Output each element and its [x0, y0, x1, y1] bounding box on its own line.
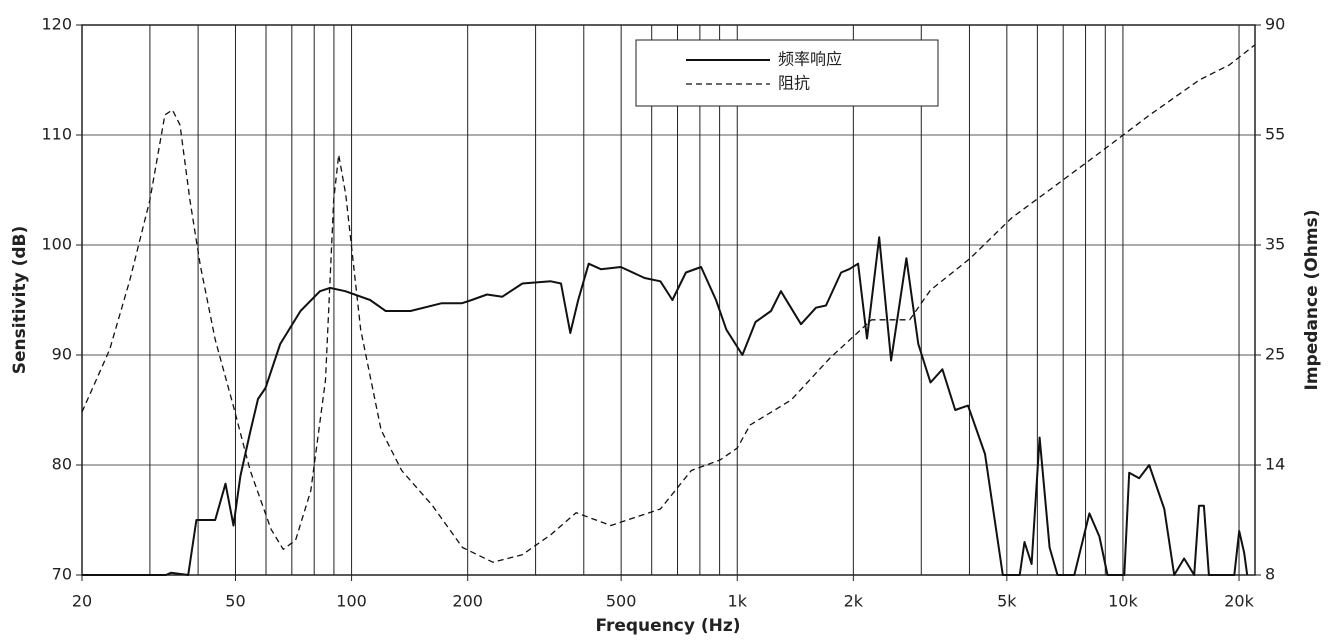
- y-tick-label: 120: [41, 15, 72, 34]
- legend-label: 频率响应: [778, 50, 842, 69]
- x-tick-label: 2k: [844, 592, 864, 611]
- y2-tick-label: 25: [1265, 345, 1285, 364]
- x-tick-label: 500: [606, 592, 637, 611]
- y-tick-label: 70: [52, 565, 72, 584]
- legend-box: [635, 39, 939, 107]
- x-tick-label: 50: [225, 592, 245, 611]
- y2-tick-label: 35: [1265, 235, 1285, 254]
- plot-frame: [81, 24, 1256, 576]
- series-line: [81, 44, 1256, 563]
- y2-tick-label: 90: [1265, 15, 1285, 34]
- y-tick-label: 80: [52, 455, 72, 474]
- x-tick-label: 5k: [997, 592, 1017, 611]
- y-axis-label: Sensitivity (dB): [10, 226, 30, 374]
- y-tick-label: 90: [52, 345, 72, 364]
- x-axis-label: Frequency (Hz): [595, 616, 740, 636]
- x-tick-label: 1k: [728, 592, 748, 611]
- y2-tick-label: 55: [1265, 125, 1285, 144]
- x-tick-label: 20k: [1224, 592, 1254, 611]
- x-tick-label: 100: [336, 592, 367, 611]
- y-tick-label: 110: [41, 125, 72, 144]
- x-tick-label: 20: [72, 592, 92, 611]
- y-tick-label: 100: [41, 235, 72, 254]
- x-tick-label: 200: [452, 592, 483, 611]
- series-line: [82, 236, 1249, 576]
- x-tick-label: 10k: [1108, 592, 1138, 611]
- y2-tick-label: 14: [1265, 455, 1285, 474]
- y2-tick-label: 8: [1265, 565, 1275, 584]
- legend-label: 阻抗: [778, 74, 810, 93]
- y2-axis-label: Impedance (Ohms): [1302, 210, 1322, 391]
